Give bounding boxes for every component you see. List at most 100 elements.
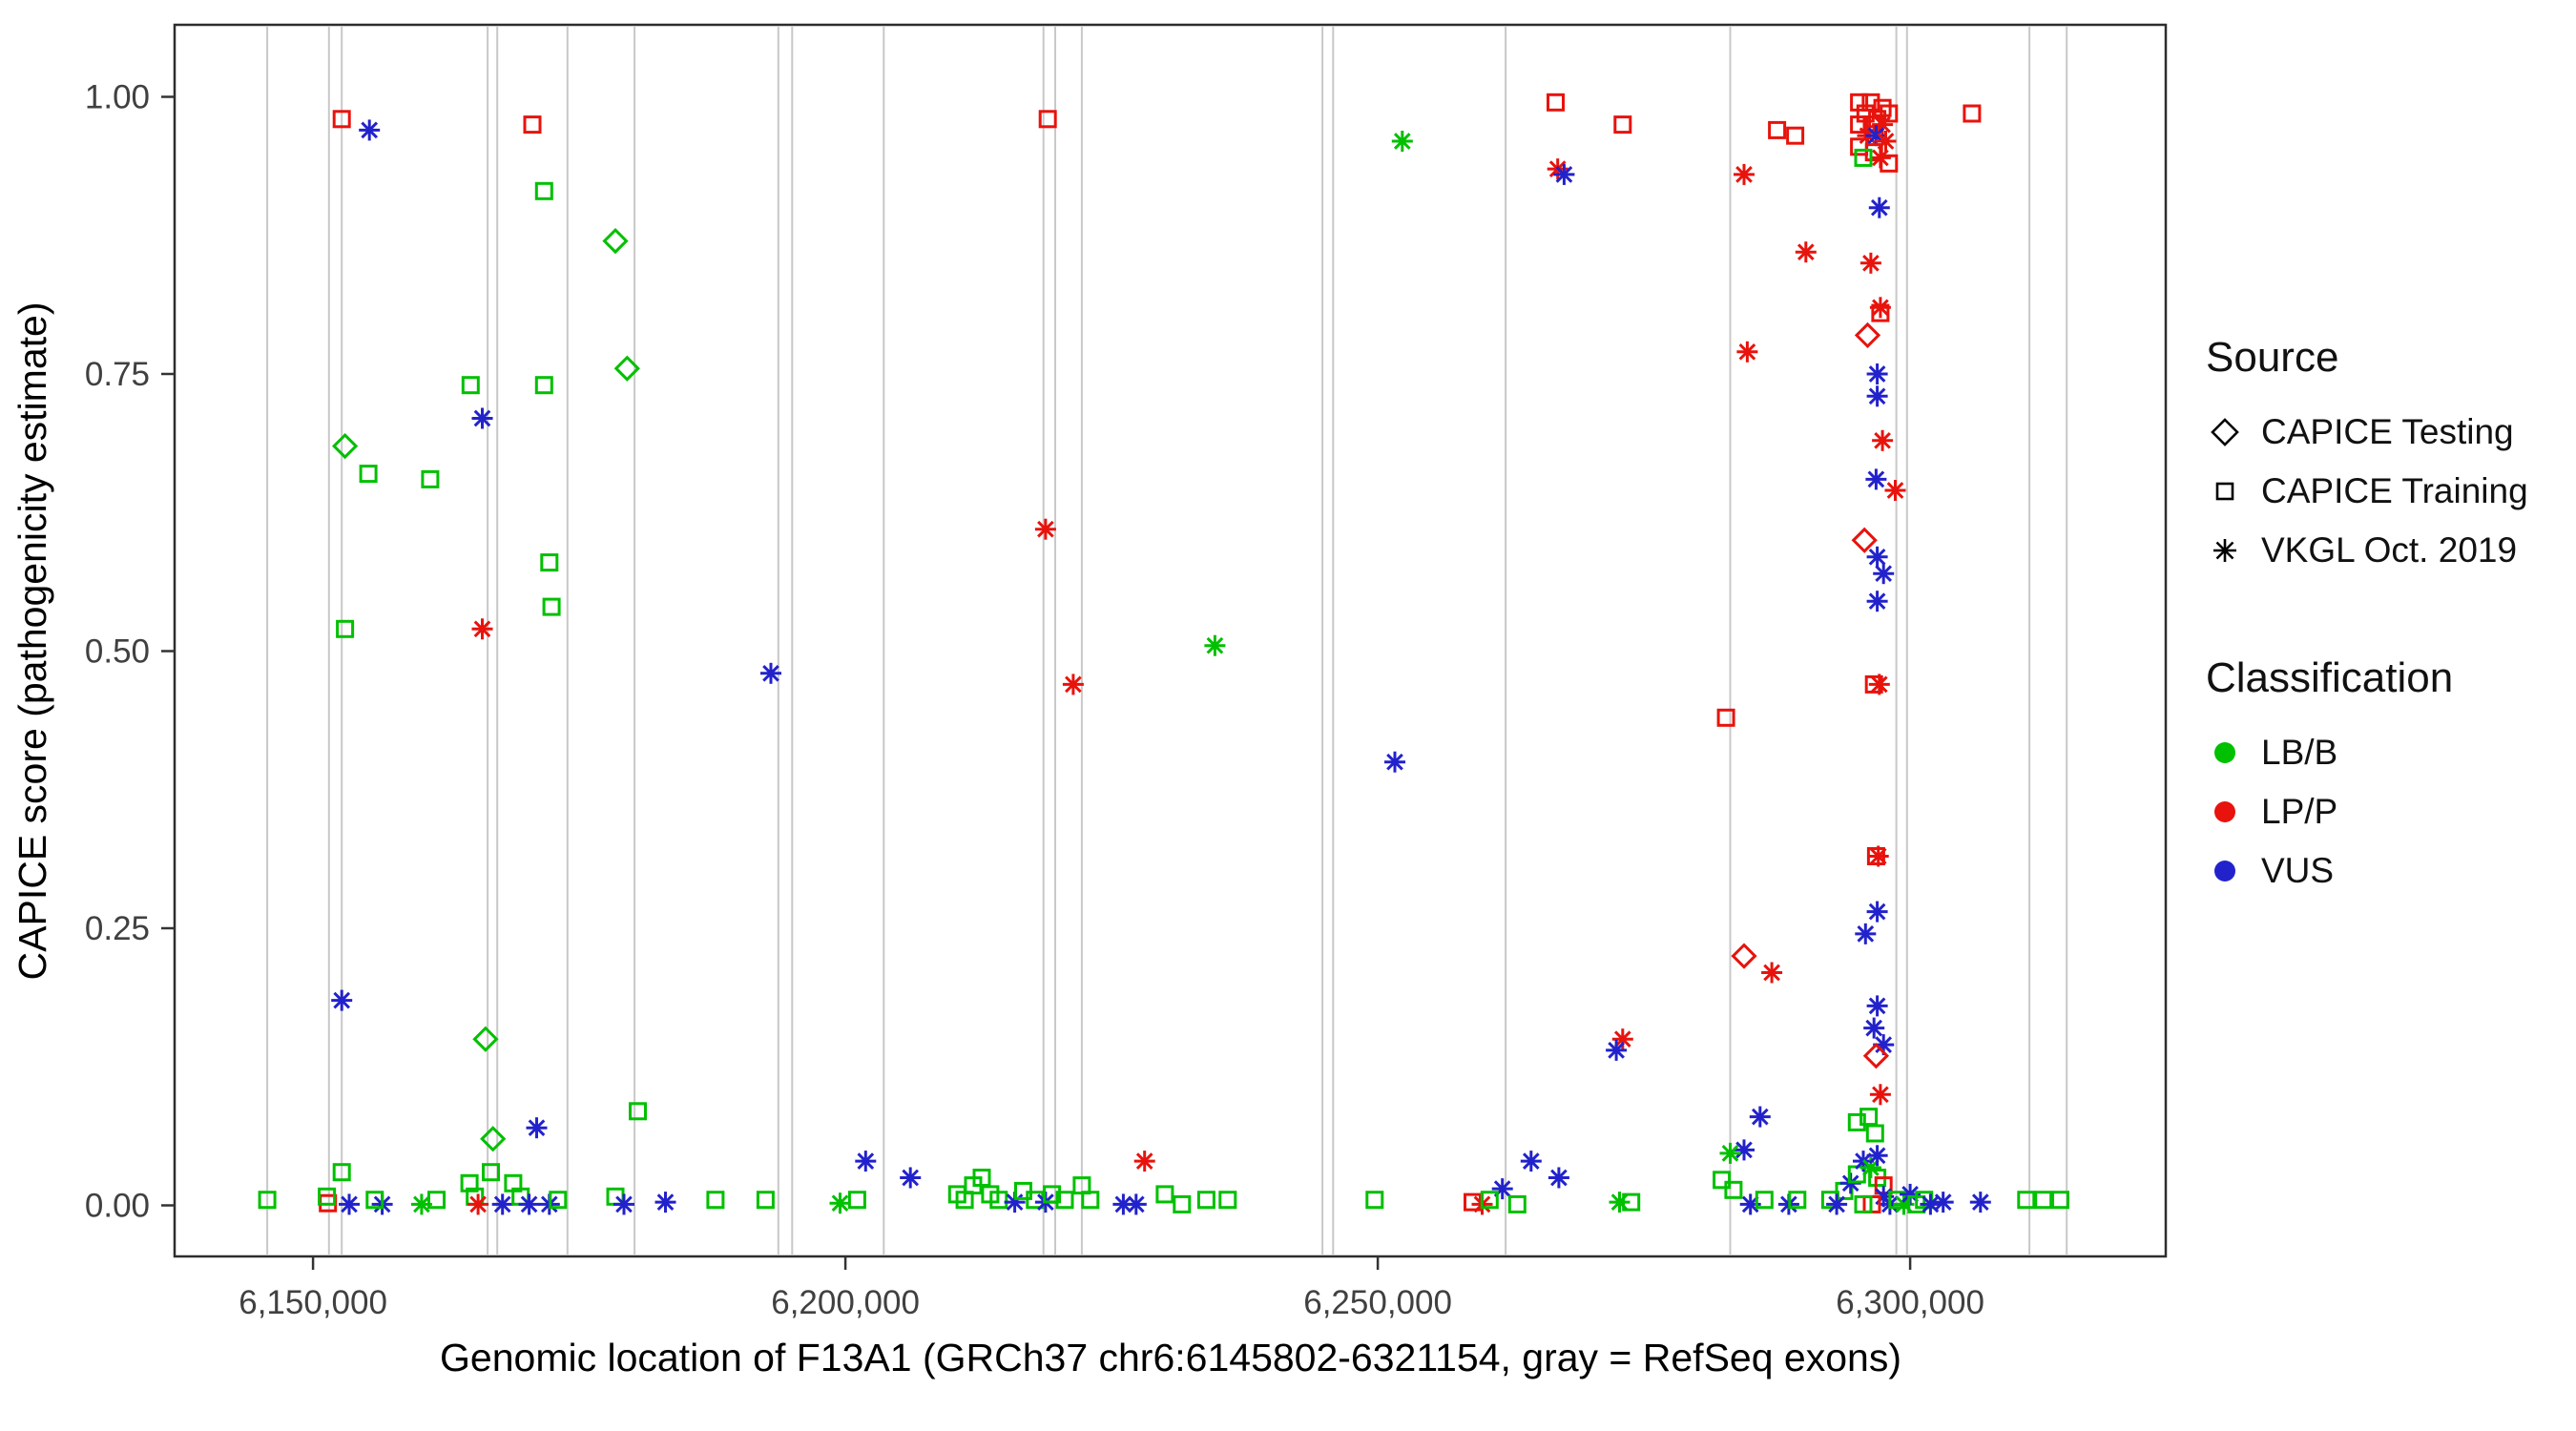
legend: Source CAPICE Testing CAPICE Training bbox=[2206, 334, 2528, 901]
data-point bbox=[1734, 163, 1755, 185]
data-point bbox=[1734, 1139, 1755, 1161]
data-point bbox=[471, 618, 493, 640]
data-point bbox=[1869, 1084, 1891, 1106]
data-point bbox=[1391, 131, 1413, 152]
legend-item-label: LB/B bbox=[2261, 733, 2338, 772]
data-point bbox=[1043, 1185, 1062, 1204]
legend-item-label: CAPICE Testing bbox=[2261, 412, 2514, 451]
data-point bbox=[1606, 1039, 1628, 1061]
data-point bbox=[542, 597, 561, 616]
vus-color-dot-icon bbox=[2214, 861, 2235, 881]
x-tick-label: 6,250,000 bbox=[1303, 1284, 1452, 1321]
data-point bbox=[855, 1151, 877, 1172]
x-axis-title: Genomic location of F13A1 (GRCh37 chr6:6… bbox=[440, 1336, 1901, 1379]
legend-item-label: VUS bbox=[2261, 851, 2335, 890]
legend-classification-group: Classification LB/B LP/P VUS bbox=[2206, 654, 2528, 901]
y-tick-label: 0.50 bbox=[85, 633, 150, 671]
data-point bbox=[318, 1187, 337, 1206]
data-point bbox=[847, 1191, 866, 1210]
data-point bbox=[258, 1191, 277, 1210]
data-point bbox=[480, 1126, 507, 1152]
asterisk-icon bbox=[2213, 539, 2236, 562]
data-point bbox=[1850, 137, 1869, 156]
data-point bbox=[989, 1191, 1008, 1210]
data-point bbox=[534, 376, 553, 395]
data-point bbox=[1866, 591, 1888, 612]
square-icon bbox=[2215, 482, 2234, 501]
data-point bbox=[427, 1191, 446, 1210]
data-point bbox=[1055, 1191, 1074, 1210]
legend-item-label: CAPICE Training bbox=[2261, 471, 2528, 510]
y-tick-label: 0.00 bbox=[85, 1188, 150, 1225]
data-point bbox=[1196, 1191, 1215, 1210]
data-point bbox=[1866, 546, 1888, 568]
data-point bbox=[1855, 923, 1877, 944]
data-point bbox=[471, 407, 493, 429]
data-point bbox=[1218, 1191, 1237, 1210]
data-point bbox=[1547, 93, 1565, 112]
data-point bbox=[460, 1173, 479, 1192]
legend-item-label: LP/P bbox=[2261, 792, 2338, 831]
data-point bbox=[1863, 1017, 1885, 1039]
data-point bbox=[1713, 1171, 1732, 1190]
data-point bbox=[1795, 241, 1817, 263]
legend-classification-title: Classification bbox=[2206, 654, 2454, 701]
x-tick-label: 6,300,000 bbox=[1836, 1284, 1984, 1321]
legend-source-title: Source bbox=[2206, 334, 2339, 381]
legend-item-capice-testing: CAPICE Testing bbox=[2206, 403, 2528, 462]
data-point bbox=[1038, 110, 1057, 129]
y-tick-label: 0.25 bbox=[85, 910, 150, 947]
data-point bbox=[654, 1192, 676, 1213]
data-point bbox=[1859, 252, 1881, 274]
data-point bbox=[1880, 104, 1899, 123]
data-point bbox=[1872, 429, 1894, 451]
data-point bbox=[339, 1193, 360, 1215]
data-point bbox=[1866, 995, 1888, 1017]
data-point bbox=[1749, 1106, 1771, 1128]
data-point bbox=[523, 115, 542, 135]
data-point bbox=[760, 662, 781, 684]
panel-border bbox=[173, 23, 2168, 1258]
data-point bbox=[1719, 1142, 1741, 1164]
legend-item-lbb: LB/B bbox=[2206, 723, 2528, 782]
data-point bbox=[1866, 385, 1888, 407]
legend-source-group: Source CAPICE Testing CAPICE Training bbox=[2206, 334, 2528, 580]
data-point bbox=[1768, 120, 1787, 139]
data-point bbox=[1507, 1194, 1527, 1213]
lpp-color-dot-icon bbox=[2214, 801, 2235, 822]
diamond-icon bbox=[2211, 418, 2239, 446]
data-point bbox=[1622, 1192, 1641, 1212]
data-point bbox=[2051, 1191, 2069, 1210]
lbb-color-dot-icon bbox=[2214, 742, 2235, 763]
data-point bbox=[829, 1192, 851, 1214]
x-tick-label: 6,150,000 bbox=[239, 1284, 387, 1321]
data-point bbox=[359, 119, 381, 141]
data-point bbox=[1520, 1151, 1542, 1172]
data-point bbox=[1731, 943, 1757, 969]
data-point bbox=[1850, 115, 1869, 135]
data-point bbox=[1724, 1180, 1743, 1199]
data-point bbox=[629, 1102, 647, 1121]
data-point bbox=[1847, 1112, 1866, 1131]
data-point bbox=[1851, 527, 1878, 553]
data-point bbox=[461, 376, 480, 395]
data-point bbox=[1865, 1124, 1884, 1143]
data-point bbox=[1553, 163, 1575, 185]
data-point bbox=[540, 553, 559, 572]
data-point bbox=[756, 1191, 775, 1210]
data-point bbox=[1932, 1192, 1954, 1213]
data-point bbox=[1548, 1167, 1569, 1189]
data-point bbox=[1125, 1193, 1147, 1215]
legend-item-vkgl: VKGL Oct. 2019 bbox=[2206, 521, 2528, 580]
data-point bbox=[1788, 1191, 1807, 1210]
data-point bbox=[482, 1163, 500, 1182]
data-point bbox=[518, 1193, 540, 1215]
data-point bbox=[1761, 962, 1783, 984]
data-point bbox=[1480, 1191, 1499, 1210]
data-point bbox=[613, 355, 640, 382]
data-point bbox=[534, 181, 553, 200]
data-point bbox=[1854, 148, 1873, 167]
data-point bbox=[1716, 708, 1735, 727]
